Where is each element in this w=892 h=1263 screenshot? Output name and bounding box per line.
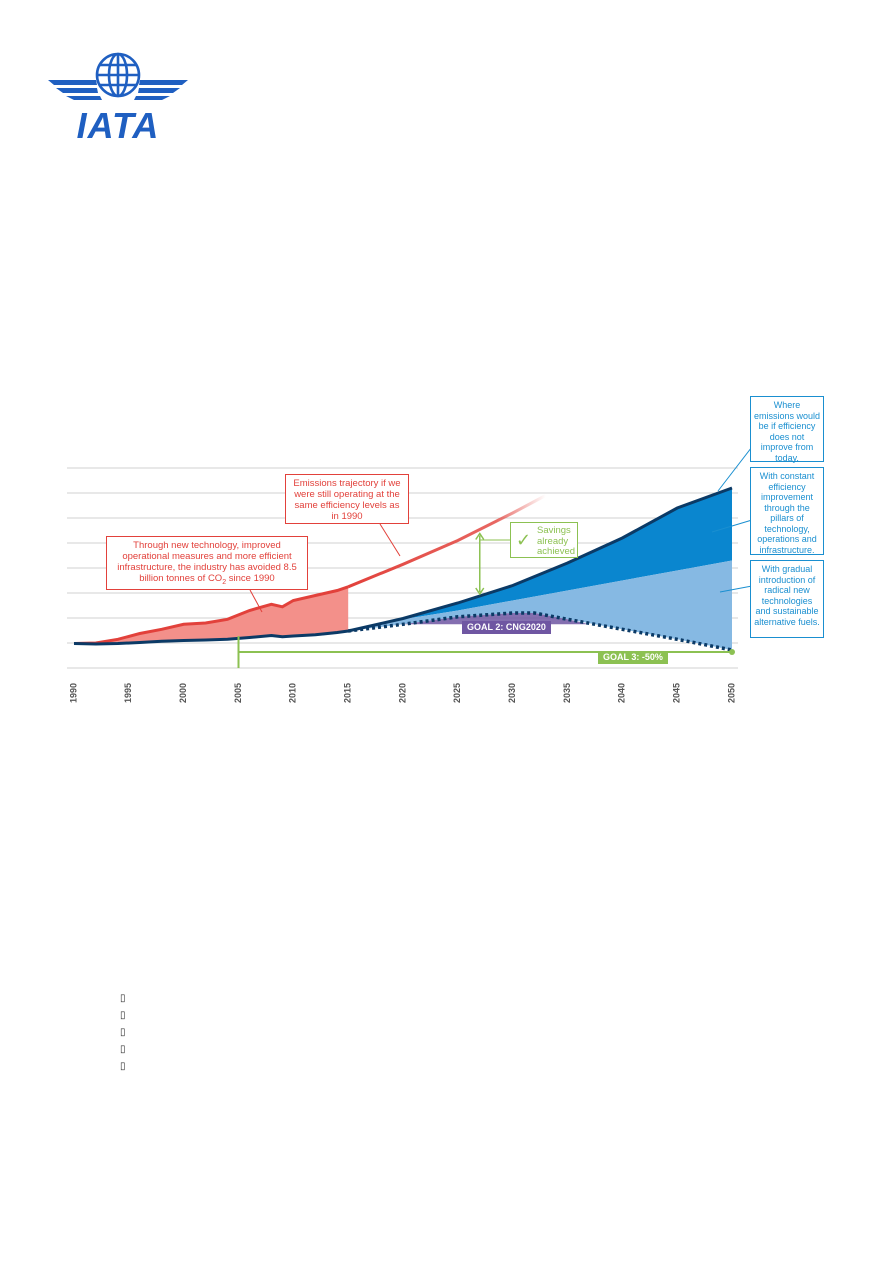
x-tick-label: 2040	[617, 683, 627, 703]
red-history-line	[73, 585, 349, 645]
callout-pointer	[249, 589, 263, 613]
callout-constant-efficiency: With constant efficiency improvement thr…	[750, 467, 824, 555]
callout-pointer	[719, 585, 753, 593]
callout-avoided: Through new technology, improved operati…	[106, 536, 308, 590]
chart-lines	[73, 486, 733, 652]
navy-emissions-line	[73, 486, 733, 646]
x-tick-label: 2010	[288, 683, 298, 703]
callout-no-improvement: Where emissions would be if efficiency d…	[750, 396, 824, 463]
callout-avoided-tail: since 1990	[226, 573, 275, 584]
x-tick-label: 2020	[397, 683, 407, 703]
callout-radical-technologies: With gradual introduction of radical new…	[750, 560, 824, 638]
savings-arrow-head-up	[475, 532, 485, 540]
bullet-item: ▯	[120, 1061, 126, 1072]
co2-subscript: 2	[222, 578, 227, 586]
checkmark-icon: ✓	[516, 530, 532, 550]
x-tick-label: 2000	[178, 683, 188, 703]
x-axis-ticks: 1990 1995 2000 2005 2010 2015 2020 2025 2030 2035…	[68, 683, 736, 703]
goal-dashed-line	[347, 611, 733, 652]
bullet-item: ▯	[120, 1027, 126, 1038]
red-trajectory-line	[347, 494, 547, 589]
bullet-item: ▯	[120, 993, 126, 1004]
callout-savings: ✓ Savings already achieved	[510, 522, 578, 558]
iata-logo: IATA	[48, 52, 188, 142]
callout-pointer	[379, 523, 401, 557]
goal2-badge: GOAL 2: CNG2020	[462, 621, 551, 634]
wings-icon	[48, 80, 188, 100]
radical-technology-area	[348, 560, 732, 650]
bullet-item: ▯	[120, 1010, 126, 1021]
bullet-list: ▯ ▯ ▯ ▯ ▯	[120, 990, 126, 1075]
x-tick-label: 2030	[507, 683, 517, 703]
x-tick-label: 2025	[452, 683, 462, 703]
goal3-badge: GOAL 3: -50%	[598, 651, 668, 664]
x-tick-label: 2015	[343, 683, 353, 703]
goal3-endpoint	[729, 649, 735, 655]
callout-trajectory: Emissions trajectory if we were still op…	[285, 474, 409, 524]
callout-pointer	[711, 519, 753, 533]
savings-arrow-head-down	[475, 587, 485, 596]
x-tick-label: 2005	[233, 683, 243, 703]
x-tick-label: 1990	[68, 683, 78, 703]
logo-text: IATA	[77, 105, 160, 142]
x-tick-label: 1995	[123, 683, 133, 703]
callout-avoided-text: Through new technology, improved operati…	[117, 540, 297, 584]
callout-savings-text: Savings already achieved	[537, 525, 576, 557]
avoided-emissions-area	[74, 586, 349, 644]
globe-icon	[95, 52, 141, 98]
x-tick-label: 2045	[672, 683, 682, 703]
x-tick-label: 2050	[726, 683, 736, 703]
bullet-item: ▯	[120, 1044, 126, 1055]
x-tick-label: 2035	[562, 683, 572, 703]
